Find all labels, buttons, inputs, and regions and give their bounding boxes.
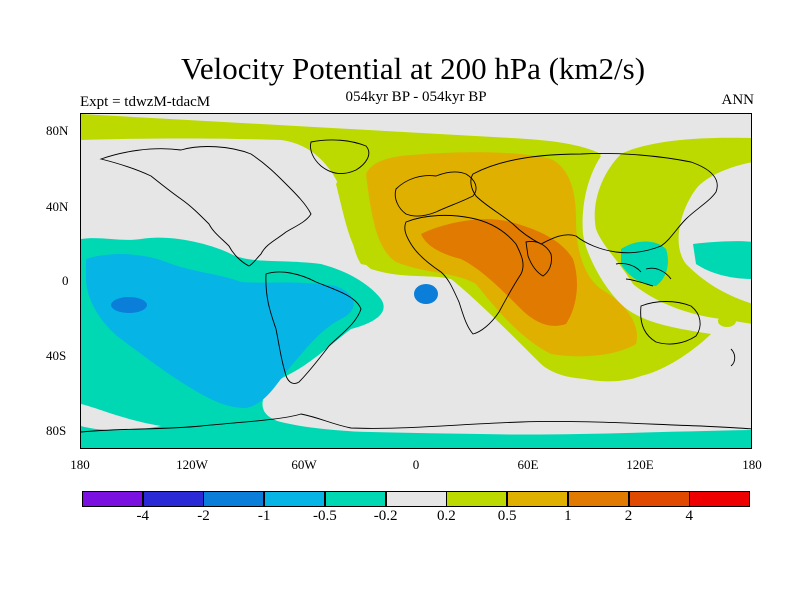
coastline-north-america: [99, 146, 312, 267]
colorbar-label: -4: [136, 508, 149, 524]
coastline-europe: [394, 171, 477, 217]
colorbar-label: -1: [257, 508, 271, 524]
lat-tick-80s: 80S: [46, 423, 67, 438]
colorbar-label: -0.2: [373, 508, 398, 524]
contour-africa-positive-3: [421, 219, 577, 326]
lon-tick-120e: 120E: [626, 457, 654, 472]
plot-title: Velocity Potential at 200 hPa (km2/s): [180, 51, 646, 86]
colorbar-swatch: [628, 491, 690, 507]
velocity-potential-map: [81, 114, 751, 448]
lat-tick-40s: 40S: [46, 348, 67, 363]
colorbar-label: 4: [685, 508, 694, 524]
season-label: ANN: [721, 92, 755, 108]
colorbar-label: 1: [564, 508, 572, 524]
coastline-south-america: [265, 271, 362, 384]
map-panel: [80, 113, 752, 449]
lon-tick-60e: 60E: [517, 457, 539, 472]
coastlines: [81, 139, 751, 433]
colorbar-swatch: [264, 491, 326, 507]
coastline-greenland: [310, 139, 370, 174]
plot-subtitle: 054kyr BP - 054kyr BP: [345, 89, 487, 105]
coastline-africa: [404, 214, 524, 335]
experiment-label: Expt = tdwzM-tdacM: [80, 94, 211, 110]
colorbar-swatch: [324, 491, 386, 507]
lon-tick-180w: 180: [70, 457, 90, 472]
lat-tick-80n: 80N: [46, 123, 69, 138]
colorbar-swatch: [567, 491, 629, 507]
lon-tick-180e: 180: [742, 457, 762, 472]
colorbar-swatch: [82, 491, 143, 507]
lon-tick-60w: 60W: [291, 457, 317, 472]
colorbar-label: -0.5: [313, 508, 337, 524]
contour-westpacific-negative-1: [621, 241, 751, 286]
colorbar-swatch: [507, 491, 569, 507]
coastline-australia: [640, 301, 701, 345]
contour-atlantic-negative-3: [414, 284, 438, 304]
lat-tick-0: 0: [62, 273, 69, 288]
colorbar-label: -2: [197, 508, 210, 524]
lon-tick-120w: 120W: [176, 457, 208, 472]
contour-pacific-negative-3: [111, 297, 147, 313]
colorbar-swatch: [385, 491, 447, 507]
contour-pacific-positive-1: [718, 315, 736, 327]
contour-americas-negative-2: [86, 254, 354, 408]
coastline-asia: [470, 153, 718, 254]
coastline-maritime-continent: [615, 263, 672, 287]
coastline-india: [525, 241, 552, 277]
lon-tick-0: 0: [412, 457, 420, 472]
colorbar-swatch: [203, 491, 265, 507]
coastline-antarctica: [81, 413, 751, 433]
lat-tick-40n: 40N: [46, 199, 69, 214]
colorbar-swatch: [689, 491, 751, 507]
colorbar-label: 2: [624, 508, 633, 524]
contour-antarctic-negative-1: [81, 429, 751, 448]
colorbar-swatch: [446, 491, 508, 507]
coastline-new-zealand: [730, 348, 736, 367]
colorbar-swatch: [142, 491, 204, 507]
colorbar-label: 0.5: [497, 508, 517, 524]
colorbar-label: 0.2: [436, 508, 456, 524]
